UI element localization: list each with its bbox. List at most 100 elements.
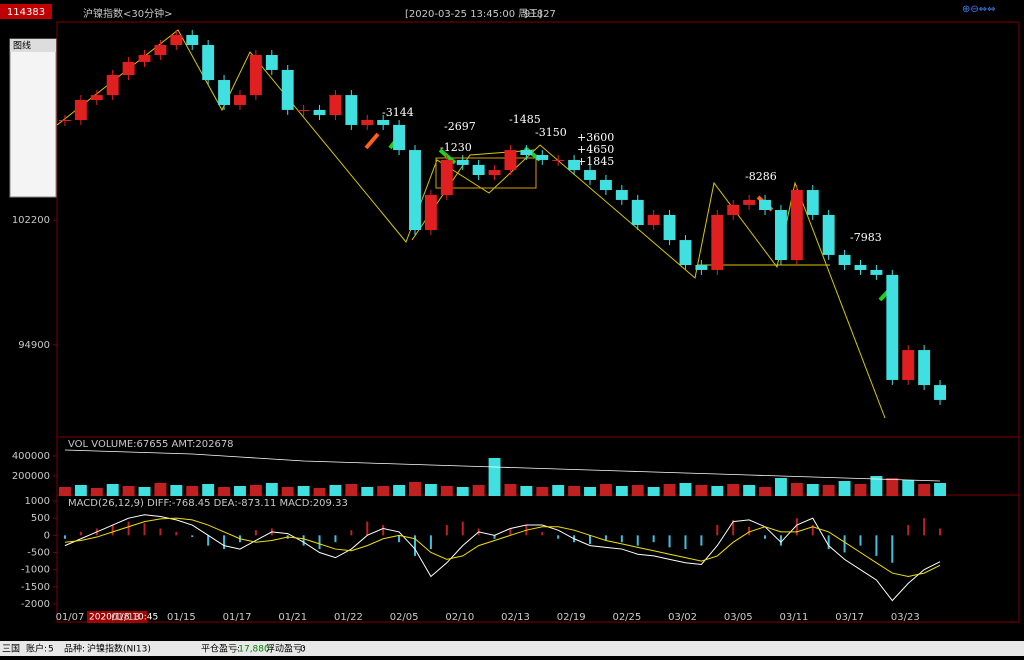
- macd-bar: [445, 525, 448, 536]
- macd-bar: [923, 518, 926, 536]
- x-tick-label: 01/17: [223, 612, 252, 623]
- x-tick-label: 03/05: [724, 612, 753, 623]
- volume-bar: [409, 482, 421, 496]
- volume-bar: [615, 486, 628, 496]
- annotation: -3150: [535, 126, 567, 139]
- macd-bar: [716, 525, 719, 536]
- candle: [393, 124, 406, 151]
- volume-bar: [854, 484, 867, 496]
- macd-line: [64, 514, 941, 602]
- macd-bar: [541, 531, 544, 536]
- macd-bar: [589, 535, 592, 544]
- candle: [679, 240, 692, 266]
- volume-bar: [647, 487, 660, 496]
- candle: [631, 199, 644, 226]
- candle: [711, 214, 724, 270]
- volume-bar: [584, 487, 596, 496]
- toolbar-panel: [9, 38, 57, 198]
- macd-bar: [63, 535, 66, 539]
- arrow: [364, 132, 380, 150]
- candle: [918, 350, 931, 386]
- annotation: -8286: [745, 170, 777, 183]
- x-tick-label: 01/07: [56, 612, 85, 623]
- macd-line: [64, 517, 941, 578]
- volume-bar: [313, 488, 326, 496]
- candle: [186, 35, 199, 46]
- candle: [234, 95, 246, 105]
- macd-bar: [827, 535, 830, 550]
- macd-bar: [254, 530, 257, 536]
- candle: [599, 179, 612, 191]
- macd-bar: [429, 535, 432, 550]
- macd-bar: [493, 535, 496, 539]
- volume-bar: [743, 485, 756, 496]
- x-tick-label: 03/11: [780, 612, 809, 623]
- macd-bar: [859, 535, 862, 546]
- annotation: -7983: [850, 231, 882, 244]
- candle: [615, 190, 628, 200]
- instrument-title: 沪镍指数<30分钟>: [83, 7, 172, 20]
- x-tick-label: 03/23: [891, 612, 920, 623]
- volume-bar: [345, 484, 358, 496]
- volume-bar: [934, 483, 946, 496]
- macd-bar: [811, 525, 814, 536]
- macd-bar: [175, 531, 178, 536]
- volume-bar: [838, 481, 851, 496]
- macd-bar: [795, 518, 798, 536]
- volume-bar: [106, 484, 119, 496]
- candle: [281, 69, 294, 110]
- candle: [424, 194, 437, 230]
- candle: [313, 109, 326, 116]
- macd-bar: [509, 528, 512, 536]
- volume-bar: [679, 483, 692, 496]
- y-tick-label: -1500: [21, 582, 50, 593]
- status-float-pnl: 0: [300, 645, 306, 655]
- candle: [520, 150, 533, 156]
- volume-bar: [90, 488, 103, 496]
- candle: [361, 119, 374, 125]
- candle: [329, 95, 342, 116]
- macd-bar: [700, 535, 703, 546]
- volume-bar: [774, 478, 787, 496]
- macd-bar: [334, 535, 337, 543]
- volume-bar: [520, 486, 533, 496]
- volume-bar: [790, 483, 803, 496]
- candle: [902, 350, 915, 380]
- status-mode: 三国: [2, 644, 20, 655]
- y-tick-label: 1000: [25, 496, 50, 507]
- macd-bar: [732, 519, 735, 536]
- cursor-date: 2020/1/8 10:45: [89, 613, 158, 623]
- candle: [218, 80, 231, 105]
- x-tick-label: 01/13: [111, 612, 140, 623]
- annotation: -1485: [509, 113, 541, 126]
- toolbar-head: [10, 39, 56, 52]
- candle: [106, 74, 119, 96]
- volume-bar: [249, 485, 262, 496]
- zoom-icons[interactable]: ⊕⊖⇔⇔: [962, 4, 996, 15]
- annotation: +1845: [577, 155, 614, 168]
- price-high-box: [0, 4, 52, 19]
- volume-bar: [902, 480, 915, 496]
- status-account[interactable]: 5: [48, 645, 54, 655]
- candle: [409, 150, 421, 230]
- x-tick-label: 03/02: [668, 612, 697, 623]
- y-tick-label: 400000: [12, 451, 50, 462]
- candle: [552, 159, 565, 161]
- candle: [584, 170, 596, 180]
- annotation: -1230: [440, 141, 472, 154]
- status-symbol[interactable]: 沪镍指数(NI13): [87, 643, 151, 655]
- volume-bar: [918, 484, 931, 496]
- x-tick-label: 02/25: [612, 612, 641, 623]
- macd-bar: [318, 535, 321, 550]
- volume-bar: [265, 483, 278, 496]
- volume-bar: [281, 487, 294, 496]
- macd-bar: [127, 521, 130, 536]
- y-tick-label: -2000: [21, 599, 50, 610]
- candle: [536, 155, 549, 160]
- volume-bar: [377, 486, 390, 496]
- volume-bar: [663, 484, 676, 496]
- candle: [870, 269, 883, 275]
- candle: [59, 119, 71, 121]
